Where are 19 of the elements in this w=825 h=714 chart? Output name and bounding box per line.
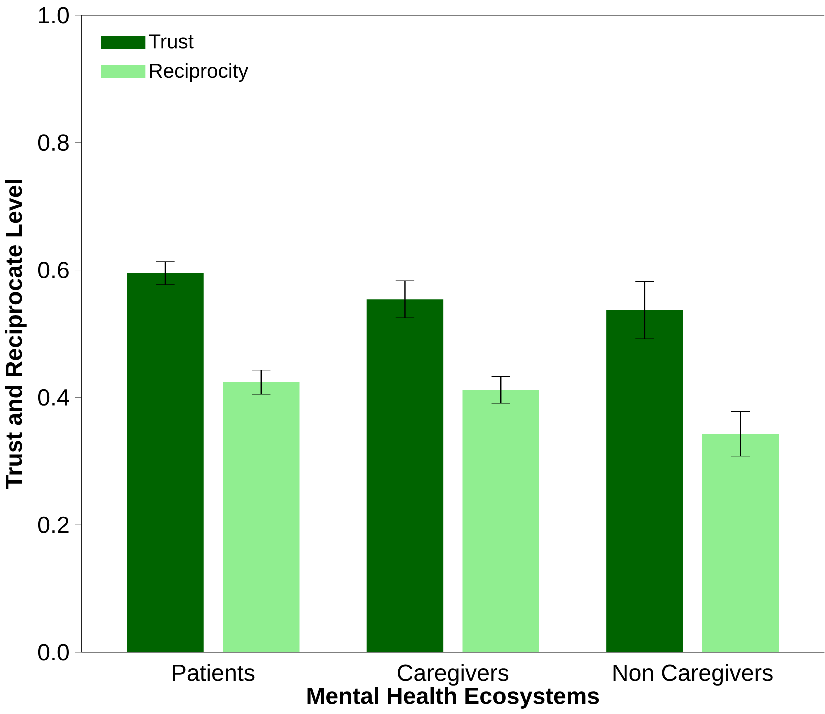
bar xyxy=(606,310,684,652)
x-tick-label: Non Caregivers xyxy=(614,664,773,686)
x-tick-label: Patients xyxy=(173,664,255,682)
y-tick-label: 0.8 xyxy=(38,134,69,152)
legend-label: Trust xyxy=(149,34,194,49)
legend-label: Reciprocity xyxy=(150,63,249,82)
bar xyxy=(366,300,444,652)
y-axis-title: Trust and Reciprocate Level xyxy=(5,180,27,489)
bar xyxy=(223,382,300,652)
y-tick-label: 0.0 xyxy=(38,644,70,661)
bar xyxy=(127,273,204,652)
bar xyxy=(702,434,780,652)
y-tick-label: 0.2 xyxy=(38,516,69,534)
y-tick-label: 0.6 xyxy=(38,262,69,278)
x-axis-title: Mental Health Ecosystems xyxy=(308,687,600,709)
y-tick-label: 1.0 xyxy=(39,7,70,24)
x-tick-label: Caregivers xyxy=(398,664,509,686)
y-tick-label: 0.4 xyxy=(38,389,70,406)
bar xyxy=(462,390,540,652)
